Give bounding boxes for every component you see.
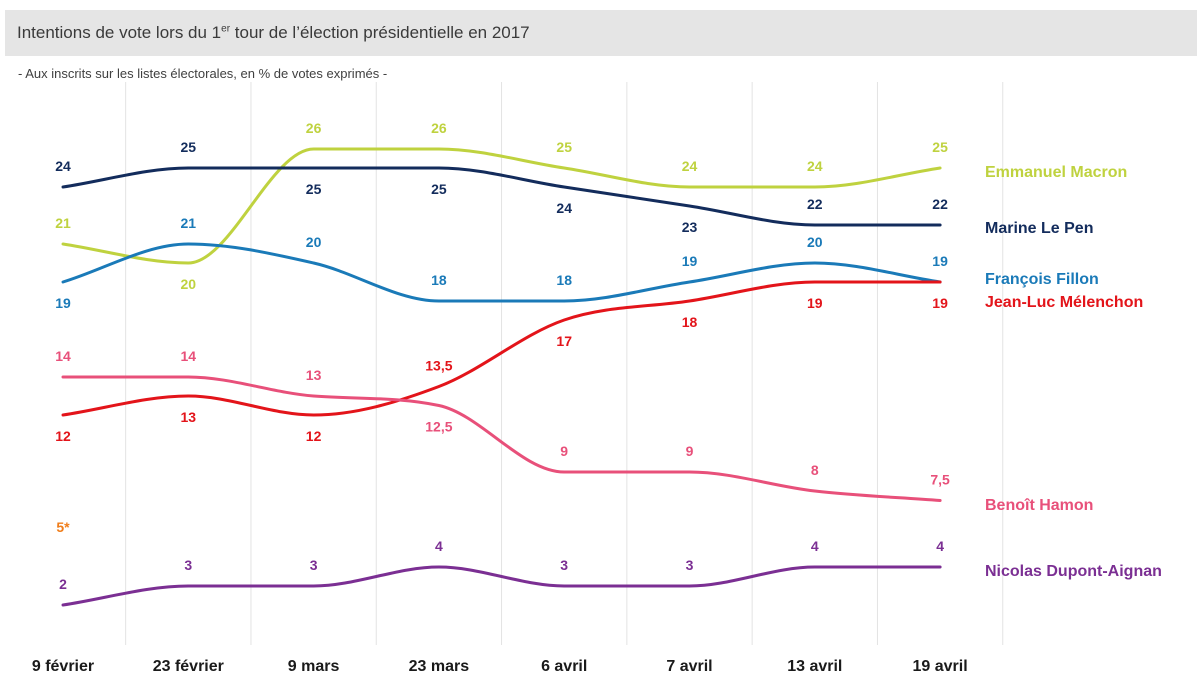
data-label: 12 <box>55 428 71 444</box>
data-label: 3 <box>686 557 694 573</box>
data-label: 14 <box>55 348 71 364</box>
data-label: 26 <box>306 120 322 136</box>
series-line-jean-luc-melenchon <box>61 280 942 417</box>
x-tick-label: 6 avril <box>541 658 587 675</box>
data-label: 25 <box>932 139 948 155</box>
annotation-label: 5* <box>56 519 70 535</box>
data-label: 25 <box>181 139 197 155</box>
x-tick-label: 9 mars <box>288 658 340 675</box>
x-tick-label: 23 février <box>153 658 224 675</box>
legend: Emmanuel Macron Marine Le Pen François Fil… <box>985 164 1162 580</box>
data-label: 21 <box>55 215 71 231</box>
legend-label-francois-fillon: François Fillon <box>985 271 1099 288</box>
data-label: 13,5 <box>425 358 452 374</box>
data-label: 20 <box>306 234 322 250</box>
data-label: 21 <box>181 215 197 231</box>
x-tick-label: 19 avril <box>913 658 968 675</box>
legend-label-jean-luc-melenchon: Jean-Luc Mélenchon <box>985 294 1143 311</box>
data-label: 24 <box>556 200 572 216</box>
data-label: 3 <box>184 557 192 573</box>
x-axis-labels: 9 février 23 février 9 mars 23 mars 6 avril 7… <box>32 658 968 675</box>
x-tick-label: 13 avril <box>787 658 842 675</box>
data-label: 24 <box>682 158 698 174</box>
legend-label-emmanuel-macron: Emmanuel Macron <box>985 164 1127 181</box>
data-label: 4 <box>811 538 819 554</box>
data-label: 12 <box>306 428 322 444</box>
data-label: 20 <box>807 234 823 250</box>
x-tick-label: 9 février <box>32 658 94 675</box>
data-label: 23 <box>682 219 698 235</box>
data-label: 7,5 <box>930 472 950 488</box>
data-label: 18 <box>682 314 698 330</box>
data-label: 4 <box>936 538 944 554</box>
series-line-benoit-hamon <box>61 375 942 502</box>
data-label: 3 <box>560 557 568 573</box>
series-lines <box>61 147 942 607</box>
data-label: 13 <box>181 409 197 425</box>
data-label: 24 <box>807 158 823 174</box>
data-label: 20 <box>181 276 197 292</box>
data-label: 22 <box>932 196 948 212</box>
series-line-nicolas-dupont-aignan <box>61 565 942 607</box>
data-label: 12,5 <box>425 419 452 435</box>
data-label: 22 <box>807 196 823 212</box>
data-label: 14 <box>181 348 197 364</box>
x-tick-label: 23 mars <box>409 658 470 675</box>
data-label: 19 <box>682 253 698 269</box>
x-tick-label: 7 avril <box>666 658 712 675</box>
series-line-francois-fillon <box>61 242 942 303</box>
data-label: 26 <box>431 120 447 136</box>
data-label: 9 <box>560 443 568 459</box>
data-label: 19 <box>932 295 948 311</box>
data-label: 8 <box>811 462 819 478</box>
data-label: 19 <box>55 295 71 311</box>
data-label: 18 <box>556 272 572 288</box>
data-label: 9 <box>686 443 694 459</box>
title-bar: Intentions de vote lors du 1er tour de l… <box>5 10 1197 56</box>
data-label: 25 <box>556 139 572 155</box>
legend-label-nicolas-dupont-aignan: Nicolas Dupont-Aignan <box>985 563 1162 580</box>
data-label: 17 <box>556 333 572 349</box>
data-label: 25 <box>431 181 447 197</box>
chart-title: Intentions de vote lors du 1er tour de l… <box>17 23 530 42</box>
annotations: 5* <box>56 519 70 535</box>
data-label: 18 <box>431 272 447 288</box>
data-label: 25 <box>306 181 322 197</box>
data-label: 2 <box>59 576 67 592</box>
legend-label-benoit-hamon: Benoît Hamon <box>985 497 1093 514</box>
data-label: 3 <box>310 557 318 573</box>
data-label: 19 <box>807 295 823 311</box>
data-label: 19 <box>932 253 948 269</box>
series-line-marine-le-pen <box>61 166 942 227</box>
data-label: 4 <box>435 538 443 554</box>
chart-subtitle: - Aux inscrits sur les listes électorale… <box>18 66 388 81</box>
legend-label-marine-le-pen: Marine Le Pen <box>985 220 1093 237</box>
data-label: 13 <box>306 367 322 383</box>
data-label: 24 <box>55 158 71 174</box>
series-line-emmanuel-macron <box>61 147 942 265</box>
